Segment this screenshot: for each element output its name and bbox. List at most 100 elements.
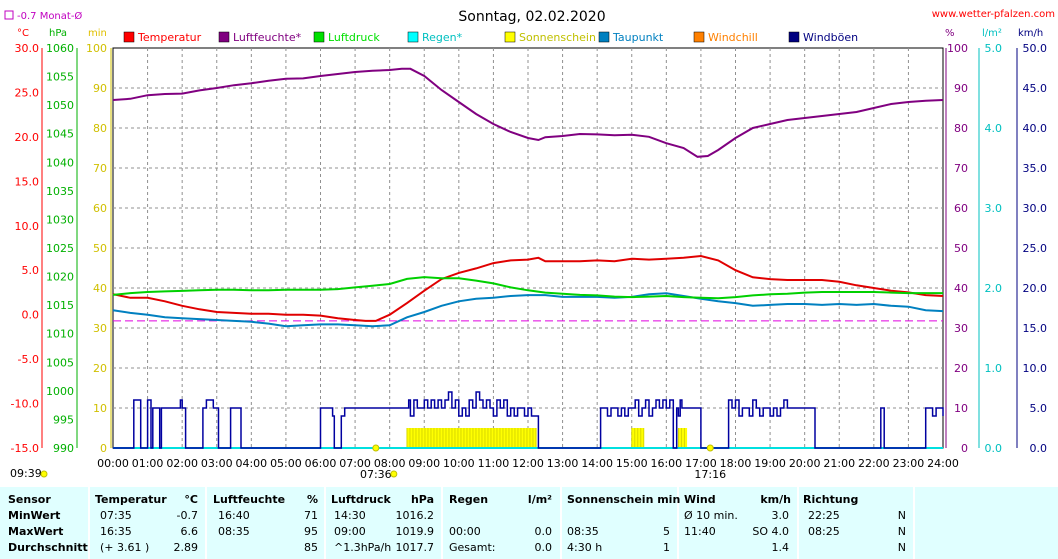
sunshine-block: [678, 428, 688, 448]
axis-unit-min: min: [88, 28, 107, 39]
table-separator: [88, 487, 90, 559]
sunset-time: 17:16: [694, 468, 726, 481]
x-tick-label: 10:00: [443, 457, 475, 470]
cell-sun-val: 5: [663, 525, 670, 538]
x-tick-label: 16:00: [650, 457, 682, 470]
sun-tick: 0: [100, 442, 107, 455]
wind-tick: 35.0: [1023, 162, 1048, 175]
table-separator: [913, 487, 915, 559]
sunset-icon: [706, 444, 714, 452]
x-tick-label: 08:00: [374, 457, 406, 470]
cell-hum-time: 08:35: [218, 525, 250, 538]
cell-temp-time: 07:35: [100, 509, 132, 522]
chart-title: Sonntag, 02.02.2020: [458, 9, 605, 25]
cell-hum-val: 95: [304, 525, 318, 538]
legend-label: Luftfeuchte*: [233, 31, 302, 44]
cell-press-time: ^1.3hPa/h: [334, 541, 392, 554]
press-tick: 1015: [46, 299, 74, 312]
rain-tick: 0.0: [985, 442, 1003, 455]
sun-tick: 40: [93, 282, 107, 295]
legend-swatch: [218, 31, 230, 43]
wind-tick: 15.0: [1023, 322, 1048, 335]
hum-tick: 80: [954, 122, 968, 135]
x-tick-label: 20:00: [789, 457, 821, 470]
hum-tick: 10: [954, 402, 968, 415]
press-tick: 1025: [46, 242, 74, 255]
series-windboeen: [113, 391, 944, 449]
press-tick: 1020: [46, 271, 74, 284]
hum-tick: 70: [954, 162, 968, 175]
temp-tick: 0.0: [22, 309, 40, 322]
cell-temp-time: (+ 3.61 ): [100, 541, 150, 554]
cell-sun-val: 1: [663, 541, 670, 554]
press-tick: 990: [53, 442, 74, 455]
wind-tick: 40.0: [1023, 122, 1048, 135]
cell-dir-val: N: [897, 541, 906, 554]
legend-swatch: [407, 31, 419, 43]
cell-press-time: 09:00: [334, 525, 366, 538]
source-link[interactable]: www.wetter-pfalzen.com: [932, 9, 1055, 20]
series-luftdruck: [112, 276, 943, 300]
hum-tick: 20: [954, 362, 968, 375]
wind-tick: 20.0: [1023, 282, 1048, 295]
hum-tick: 30: [954, 322, 968, 335]
rain-tick: 1.0: [985, 362, 1003, 375]
x-tick-label: 00:00: [97, 457, 129, 470]
hum-tick: 40: [954, 282, 968, 295]
temp-tick: 25.0: [15, 86, 40, 99]
chart-series: [112, 67, 944, 449]
press-tick: 1045: [46, 128, 74, 141]
temp-tick: -10.0: [11, 398, 39, 411]
x-tick-label: 13:00: [547, 457, 579, 470]
cell-press-val: 1017.7: [395, 541, 435, 554]
series-luftfeuchte: [112, 67, 944, 158]
row-label: MinWert: [8, 509, 61, 522]
current-time-label: 09:39: [10, 467, 42, 480]
temp-tick: -5.0: [18, 353, 39, 366]
hum-tick: 60: [954, 202, 968, 215]
x-tick-label: 22:00: [858, 457, 890, 470]
header-press-unit: hPa: [410, 493, 434, 506]
cell-temp-val: 2.89: [173, 541, 199, 554]
cell-temp-time: 16:35: [100, 525, 132, 538]
temp-tick: 15.0: [15, 175, 40, 188]
x-tick-label: 19:00: [754, 457, 786, 470]
cell-temp-val: 6.6: [180, 525, 199, 538]
wind-tick: 0.0: [1030, 442, 1048, 455]
cell-temp-val: -0.7: [176, 509, 198, 522]
cell-wind-val: SO 4.0: [752, 525, 789, 538]
cell-rain-val: 0.0: [534, 525, 553, 538]
temp-tick: 5.0: [22, 264, 40, 277]
x-tick-label: 03:00: [201, 457, 233, 470]
press-tick: 1055: [46, 71, 74, 84]
cell-hum-val: 85: [304, 541, 318, 554]
legend-label: Sonnenschein: [519, 31, 596, 44]
legend-label: Taupunkt: [612, 31, 664, 44]
axis-unit-rain: l/m²: [982, 28, 1002, 39]
sunrise-dot-icon: [390, 470, 398, 478]
monthly-avg-marker-icon: [4, 10, 14, 20]
legend-swatch: [313, 31, 325, 43]
row-label: MaxWert: [8, 525, 64, 538]
x-tick-label: 11:00: [478, 457, 510, 470]
header-sun: Sonnenschein min: [567, 493, 681, 506]
legend-label: Windchill: [708, 31, 758, 44]
wind-tick: 5.0: [1030, 402, 1048, 415]
cell-rain-time: 00:00: [449, 525, 481, 538]
axis-unit-hpa: hPa: [49, 28, 67, 39]
table-separator: [677, 487, 679, 559]
table-separator: [797, 487, 799, 559]
x-tick-label: 04:00: [235, 457, 267, 470]
press-tick: 1050: [46, 99, 74, 112]
cell-dir-time: 22:25: [808, 509, 840, 522]
hum-tick: 50: [954, 242, 968, 255]
header-press: Luftdruck: [331, 493, 391, 506]
wind-tick: 30.0: [1023, 202, 1048, 215]
sunrise-icon: [372, 444, 380, 452]
legend-swatch: [693, 31, 705, 43]
cell-sun-time: 08:35: [567, 525, 599, 538]
x-tick-label: 01:00: [132, 457, 164, 470]
press-tick: 1035: [46, 185, 74, 198]
temp-tick: 30.0: [15, 42, 40, 55]
header-wind-unit: km/h: [760, 493, 791, 506]
